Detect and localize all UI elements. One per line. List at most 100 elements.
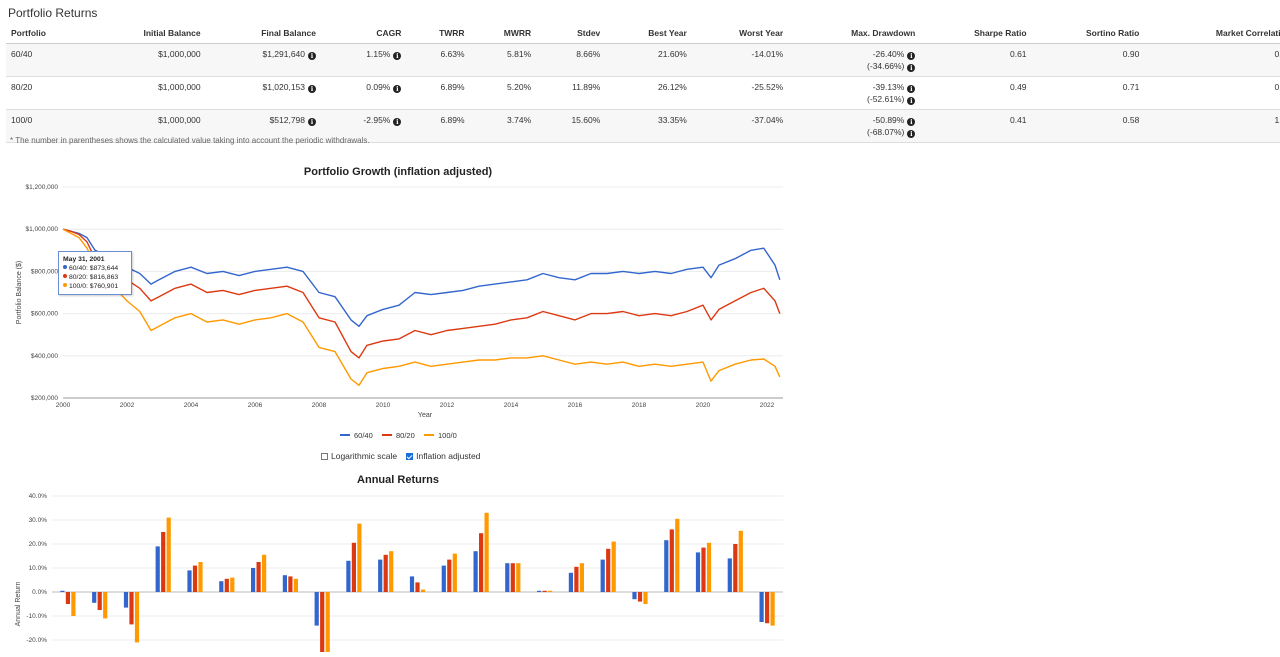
bar-80-20-2009 [351, 542, 356, 592]
col-header-sortino-ratio[interactable]: Sortino Ratio [1031, 25, 1145, 44]
cell-dd: -50.89% i (-68.07%) i [788, 109, 921, 143]
cell-portfolio: 80/20 [6, 76, 87, 110]
cell-final: $512,798 i [205, 109, 322, 143]
col-header-final-balance[interactable]: Final Balance [205, 25, 322, 44]
bar-100-0-2014 [516, 563, 521, 592]
info-circle-icon[interactable]: i [308, 118, 317, 126]
drawdown-withdrawal-text: (-52.61%) [867, 94, 905, 104]
bar-60-40-2020 [695, 552, 701, 592]
bar-80-20-2022 [765, 592, 770, 624]
y-axis-label: Portfolio Balance ($) [16, 261, 23, 324]
info-circle-icon[interactable]: i [393, 118, 402, 126]
series-line-80-20 [62, 228, 781, 359]
series-dot-icon [63, 283, 67, 287]
cell-sharpe: 0.41 [920, 109, 1032, 143]
info-circle-icon[interactable]: i [907, 52, 916, 60]
bar-100-0-2016 [579, 563, 584, 592]
series-line-100-0 [62, 228, 781, 386]
col-header-best-year[interactable]: Best Year [605, 25, 692, 44]
col-header-mwrr[interactable]: MWRR [469, 25, 537, 44]
info-circle-icon[interactable]: i [907, 64, 916, 72]
cell-text: 5.81% [507, 49, 532, 59]
y-tick-label: $800,000 [31, 268, 58, 275]
annual-returns-chart-svg: Annual Returns -20.0% -10.0% 0.0% 10.0% 20.0%… [15, 474, 783, 657]
cell-worst: -14.01% [691, 43, 789, 77]
chart-title: Portfolio Growth (inflation adjusted) [304, 166, 493, 178]
cell-cagr: 0.09% i [321, 76, 407, 110]
y-tick-label: $400,000 [31, 353, 58, 360]
cell-text: $1,291,640 [262, 49, 306, 59]
bar-60-40-2018 [632, 592, 637, 600]
col-header-sharpe-ratio[interactable]: Sharpe Ratio [920, 25, 1032, 44]
cell-best: 33.35% [605, 109, 692, 143]
y-tick-label: -10.0% [26, 613, 47, 620]
cell-text: 33.35% [658, 115, 687, 125]
y-axis-label: Annual Return [15, 582, 22, 627]
x-tick-label: 2008 [312, 402, 327, 409]
cell-sortino: 0.90 [1031, 43, 1145, 77]
cell-initial: $1,000,000 [86, 109, 206, 143]
cell-text: 0.49 [1009, 82, 1027, 92]
chart-tooltip: May 31, 2001 60/40: $873,644 80/20: $816… [58, 251, 132, 295]
cell-stdev: 8.66% [536, 43, 606, 77]
col-header-portfolio[interactable]: Portfolio [6, 25, 87, 44]
info-circle-icon[interactable]: i [907, 85, 916, 93]
cell-text: 26.12% [658, 82, 687, 92]
x-tick-label: 2004 [184, 402, 199, 409]
x-tick-label: 2000 [56, 402, 71, 409]
cell-sharpe: 0.61 [920, 43, 1032, 77]
cell-final: $1,291,640 i [205, 43, 322, 77]
bar-80-20-2013 [479, 533, 484, 592]
col-header-stdev[interactable]: Stdev [536, 25, 606, 44]
cell-text: 8.66% [576, 49, 601, 59]
col-header-cagr[interactable]: CAGR [321, 25, 407, 44]
cell-text: $1,020,153 [262, 82, 306, 92]
cell-cagr: 1.15% i [321, 43, 407, 77]
col-header-initial-balance[interactable]: Initial Balance [86, 25, 206, 44]
col-header-market-correlation[interactable]: Market Correlation [1144, 25, 1280, 44]
cell-text: 80/20 [11, 82, 33, 92]
bar-60-40-2017 [600, 559, 605, 592]
x-axis-label: Year [418, 412, 433, 419]
inflation-adjusted-label: Inflation adjusted [416, 451, 481, 461]
y-tick-label: $600,000 [31, 311, 58, 318]
x-tick-label: 2014 [504, 402, 519, 409]
info-circle-icon[interactable]: i [907, 130, 916, 138]
y-tick-label: $200,000 [31, 395, 58, 402]
log-scale-checkbox[interactable] [321, 452, 328, 460]
bar-60-40-2010 [378, 559, 383, 592]
chart-options: Logarithmic scale Inflation adjusted [321, 451, 480, 461]
bar-80-20-2014 [510, 563, 515, 592]
bar-100-0-2020 [706, 542, 712, 592]
cell-initial: $1,000,000 [86, 76, 206, 110]
info-circle-icon[interactable]: i [393, 85, 402, 93]
drawdown-withdrawal-value: (-68.07%) i [793, 126, 916, 138]
bar-100-0-2006 [262, 554, 267, 592]
bar-80-20-2005 [224, 578, 229, 592]
inflation-adjusted-checkbox[interactable] [406, 452, 414, 460]
cell-text: -25.52% [751, 82, 784, 92]
cell-mwrr: 5.81% [469, 43, 537, 77]
col-header-worst-year[interactable]: Worst Year [691, 25, 789, 44]
drawdown-value: -39.13% i [793, 81, 916, 93]
cell-text: 6.89% [440, 115, 465, 125]
info-circle-icon[interactable]: i [393, 52, 402, 60]
info-circle-icon[interactable]: i [907, 118, 916, 126]
cell-text: 0.71 [1122, 82, 1140, 92]
bar-100-0-2017 [611, 541, 616, 592]
cell-text: 0.09% [366, 82, 391, 92]
info-circle-icon[interactable]: i [308, 52, 317, 60]
x-tick-label: 2022 [760, 402, 775, 409]
col-header-twrr[interactable]: TWRR [406, 25, 470, 44]
inflation-adjusted-option[interactable]: Inflation adjusted [406, 451, 480, 461]
bar-100-0-2015 [548, 590, 553, 592]
drawdown-text: -26.40% [872, 49, 905, 59]
footnote: * The number in parentheses shows the ca… [10, 136, 370, 145]
cell-corr: 1.00 [1144, 109, 1280, 143]
info-circle-icon[interactable]: i [907, 97, 916, 105]
cell-text: 0.90 [1122, 49, 1140, 59]
bar-100-0-2004 [198, 562, 203, 592]
info-circle-icon[interactable]: i [308, 85, 317, 93]
col-header-max-drawdown[interactable]: Max. Drawdown [788, 25, 921, 44]
log-scale-option[interactable]: Logarithmic scale [321, 451, 397, 461]
